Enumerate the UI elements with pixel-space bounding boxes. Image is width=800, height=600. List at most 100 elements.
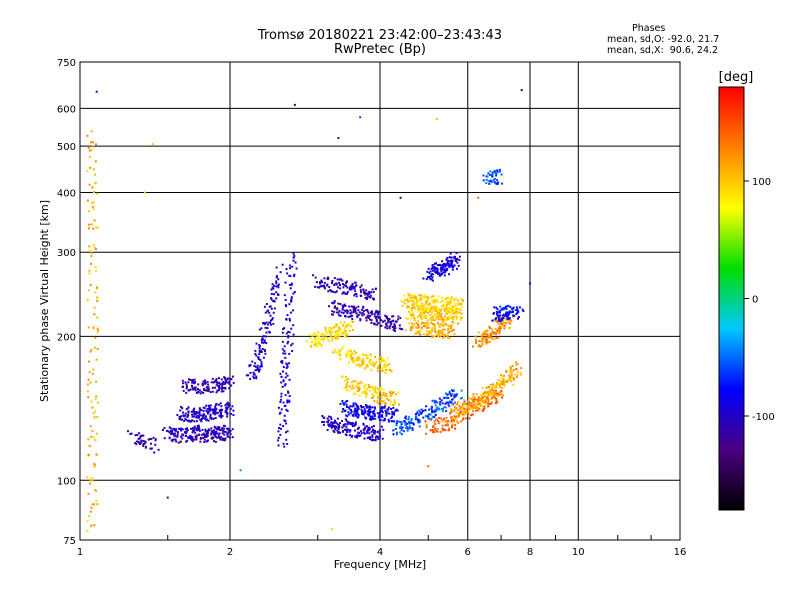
data-point — [434, 427, 437, 430]
data-point — [367, 383, 370, 386]
data-point — [477, 398, 480, 401]
data-point — [504, 305, 507, 308]
data-point — [372, 412, 375, 415]
data-point — [228, 382, 231, 385]
data-point — [426, 327, 428, 329]
data-point — [264, 350, 266, 353]
data-point — [388, 420, 391, 423]
data-point — [92, 244, 95, 246]
data-point — [422, 409, 425, 412]
data-point — [441, 427, 444, 430]
data-point — [356, 389, 359, 392]
data-point — [321, 281, 323, 284]
data-point — [86, 170, 89, 173]
data-point — [281, 263, 284, 266]
data-point — [204, 436, 207, 438]
data-point — [280, 360, 283, 363]
data-point — [425, 278, 428, 281]
data-point — [344, 352, 347, 355]
data-point — [371, 415, 374, 418]
data-point — [450, 256, 452, 259]
data-point — [350, 288, 353, 291]
data-point — [376, 396, 379, 399]
data-point — [496, 308, 499, 311]
data-point — [425, 308, 428, 311]
data-point — [440, 273, 443, 276]
data-point — [444, 396, 447, 399]
data-point — [480, 398, 483, 401]
data-point — [493, 391, 496, 394]
data-point — [95, 143, 97, 146]
data-point — [227, 377, 229, 380]
data-point — [449, 325, 452, 328]
data-point — [215, 431, 218, 433]
data-point — [440, 318, 443, 321]
data-point — [429, 270, 432, 273]
data-point — [139, 442, 142, 444]
data-point — [369, 294, 372, 297]
data-point — [281, 331, 284, 334]
data-point — [373, 432, 376, 435]
data-point — [283, 414, 286, 417]
data-point — [472, 405, 475, 408]
data-point — [222, 390, 225, 393]
data-point — [336, 331, 339, 334]
data-point — [391, 410, 394, 413]
data-point — [362, 406, 365, 409]
data-point — [388, 412, 391, 415]
data-point — [453, 393, 456, 396]
data-point — [272, 300, 275, 303]
data-point — [479, 405, 482, 408]
data-point — [346, 291, 349, 294]
data-point — [314, 285, 317, 288]
data-point — [385, 412, 388, 415]
data-point — [230, 412, 232, 415]
data-point — [376, 369, 379, 372]
data-point — [93, 246, 96, 249]
data-point — [416, 302, 419, 305]
colorbar-gradient — [718, 86, 745, 511]
data-point — [386, 317, 388, 320]
data-point — [350, 305, 353, 308]
data-point — [187, 411, 190, 414]
data-point — [410, 313, 413, 316]
data-point — [364, 411, 367, 414]
data-point — [515, 368, 517, 371]
data-point — [317, 335, 320, 338]
data-point — [447, 420, 450, 422]
data-point — [349, 286, 351, 289]
data-point — [284, 431, 287, 434]
data-point — [88, 245, 91, 248]
data-point — [282, 442, 285, 445]
data-point — [436, 322, 439, 325]
data-point — [327, 277, 329, 280]
data-point — [436, 300, 439, 303]
data-point — [321, 421, 324, 423]
data-point — [336, 417, 339, 420]
data-point — [270, 323, 272, 326]
data-point — [333, 431, 336, 434]
data-point — [451, 259, 454, 262]
data-point — [95, 432, 98, 435]
data-point — [417, 305, 420, 308]
data-point — [416, 411, 419, 414]
data-point — [90, 435, 93, 438]
data-point — [345, 400, 348, 403]
data-point — [512, 378, 515, 381]
data-point — [362, 391, 365, 394]
data-point — [191, 431, 194, 434]
data-point — [499, 314, 502, 317]
data-point — [183, 419, 186, 422]
data-point — [383, 366, 386, 369]
data-point — [339, 284, 341, 287]
data-point — [485, 399, 488, 402]
data-point — [451, 268, 454, 271]
data-point — [216, 384, 219, 387]
data-point — [483, 405, 486, 408]
data-point — [411, 311, 414, 314]
data-point — [184, 414, 187, 417]
data-point — [278, 412, 281, 415]
data-point — [189, 437, 192, 440]
data-point — [454, 259, 457, 262]
data-point — [426, 324, 429, 327]
